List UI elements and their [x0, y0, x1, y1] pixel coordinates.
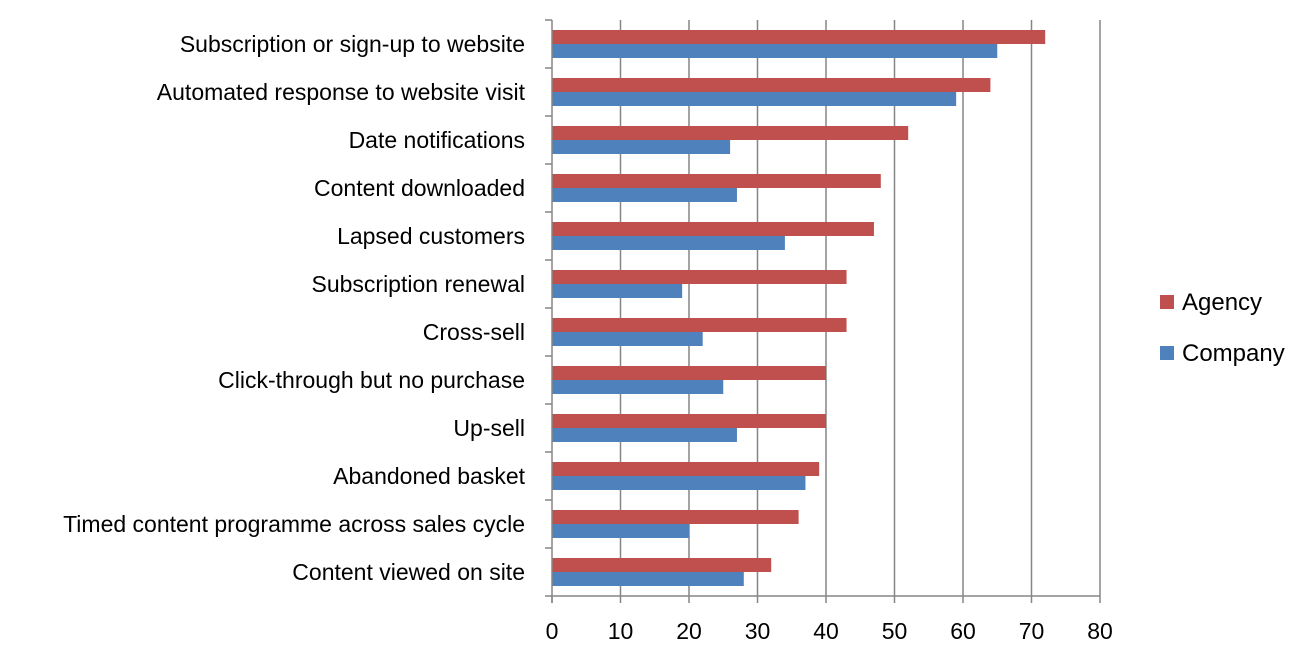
bar-company	[552, 572, 744, 586]
bar-agency	[552, 558, 772, 572]
category-label: Content downloaded	[314, 175, 525, 201]
category-label: Automated response to website visit	[157, 79, 526, 105]
x-tick-label: 80	[1087, 618, 1113, 644]
x-tick-label: 30	[745, 618, 771, 644]
x-tick-label: 70	[1019, 618, 1045, 644]
legend-label-agency: Agency	[1182, 289, 1262, 316]
x-tick-label: 50	[882, 618, 908, 644]
category-label: Up-sell	[453, 415, 525, 441]
bar-agency	[552, 222, 874, 236]
bar-agency	[552, 414, 826, 428]
bars	[552, 30, 1046, 586]
axes	[545, 19, 1101, 603]
x-tick-label: 60	[950, 618, 976, 644]
bar-agency	[552, 30, 1046, 44]
bar-company	[552, 380, 724, 394]
legend-label-company: Company	[1182, 340, 1285, 367]
bar-company	[552, 140, 731, 154]
category-label: Click-through but no purchase	[218, 367, 525, 393]
bar-agency	[552, 126, 909, 140]
category-label: Timed content programme across sales cyc…	[63, 511, 525, 537]
category-labels: Subscription or sign-up to website Automa…	[63, 31, 526, 585]
bar-company	[552, 428, 737, 442]
bar-company	[552, 476, 806, 490]
bar-agency	[552, 366, 826, 380]
x-tick-labels: 0 10 20 30 40 50 60 70 80	[546, 618, 1113, 644]
bar-agency	[552, 510, 799, 524]
category-label: Subscription renewal	[311, 271, 525, 297]
bar-agency	[552, 462, 820, 476]
legend: Agency Company	[1160, 289, 1285, 367]
x-tick-label: 20	[676, 618, 702, 644]
x-tick-label: 40	[813, 618, 839, 644]
legend-swatch-agency	[1160, 295, 1174, 309]
bar-company	[552, 524, 689, 538]
bar-agency	[552, 318, 847, 332]
gridlines	[619, 20, 1101, 596]
category-label: Content viewed on site	[292, 559, 525, 585]
bar-agency	[552, 174, 881, 188]
bar-company	[552, 236, 785, 250]
bar-company	[552, 92, 957, 106]
bar-company	[552, 332, 703, 346]
bar-company	[552, 188, 737, 202]
category-label: Abandoned basket	[333, 463, 525, 489]
legend-swatch-company	[1160, 346, 1174, 360]
bar-agency	[552, 78, 991, 92]
category-label: Lapsed customers	[337, 223, 525, 249]
x-tick-label: 10	[608, 618, 634, 644]
category-label: Cross-sell	[423, 319, 525, 345]
bar-agency	[552, 270, 847, 284]
category-label: Subscription or sign-up to website	[180, 31, 525, 57]
bar-company	[552, 284, 683, 298]
x-tick-label: 0	[546, 618, 559, 644]
bar-company	[552, 44, 998, 58]
category-label: Date notifications	[349, 127, 525, 153]
